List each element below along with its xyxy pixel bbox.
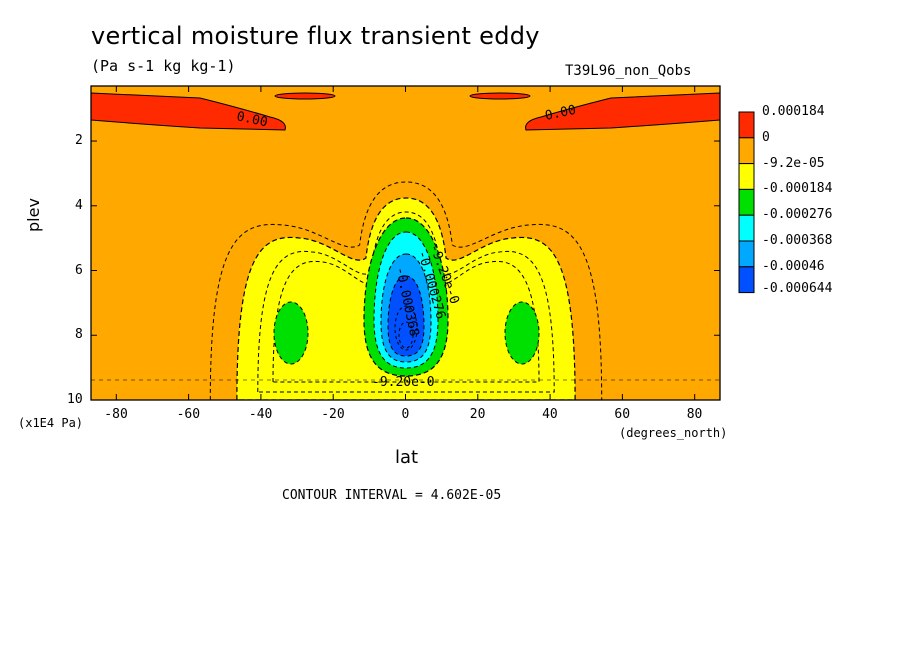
- contour-label: -9.20e-0: [372, 375, 435, 390]
- colorbar-label: -0.00046: [762, 258, 825, 274]
- colorbar-swatch: [738, 188, 755, 216]
- y-tick-label: 6: [75, 262, 83, 278]
- colorbar-swatch: [738, 111, 755, 139]
- y-axis-unit: (x1E4 Pa): [18, 416, 84, 430]
- contour-label: 0.00: [235, 109, 269, 130]
- contour-interval-note: CONTOUR INTERVAL = 4.602E-05: [282, 488, 502, 503]
- colorbar-swatch: [738, 137, 755, 165]
- x-tick-label: 80: [686, 407, 703, 422]
- colorbar-swatch: [738, 266, 755, 294]
- y-axis-title: plev: [24, 198, 43, 232]
- y-tick-label: 8: [75, 327, 83, 343]
- core-isoline-6: [398, 321, 414, 349]
- x-axis-title: lat: [395, 447, 419, 468]
- core-isoline-5: [394, 305, 418, 351]
- x-tick-label: -40: [248, 407, 273, 422]
- y-tick-label: 4: [75, 197, 83, 213]
- x-tick-label: 20: [469, 407, 486, 422]
- field-lobe-north: [504, 301, 540, 365]
- colorbar-label: -0.000368: [762, 233, 833, 248]
- colorbar-label: 0.000184: [762, 104, 825, 119]
- field-lobe-south: [273, 301, 309, 365]
- contour-fields: [91, 86, 720, 400]
- colorbar-label: -0.000276: [762, 207, 833, 223]
- colorbar-swatch: [738, 163, 755, 190]
- colorbar-label: -0.000184: [762, 181, 833, 197]
- positive-band-south: [91, 92, 286, 131]
- x-tick-label: 60: [614, 407, 631, 422]
- core-level-4: [387, 275, 425, 357]
- contour-label: 0.00: [544, 103, 578, 124]
- colorbar-swatch: [738, 240, 755, 268]
- x-tick-label: -60: [176, 407, 201, 422]
- x-axis-unit: (degrees_north): [619, 426, 728, 440]
- y-tick-label: 10: [67, 392, 83, 407]
- isoline-outer: [209, 181, 603, 400]
- dataset-label: T39L96_non_Qobs: [565, 63, 692, 79]
- x-tick-label: 0: [401, 407, 410, 422]
- positive-patch-south: [274, 92, 336, 100]
- positive-band-north: [525, 92, 720, 131]
- isoline-inner-2: [272, 221, 540, 383]
- chart-title: vertical moisture flux transient eddy: [91, 22, 540, 50]
- colorbar-swatch: [738, 214, 755, 242]
- y-tick-label: 2: [75, 133, 83, 149]
- x-tick-label: 40: [542, 407, 558, 422]
- positive-patch-north: [469, 92, 531, 100]
- chart-units: (Pa s-1 kg kg-1): [91, 57, 236, 75]
- x-tick-label: -20: [321, 407, 345, 422]
- colorbar-label: -9.2e-05: [762, 155, 825, 171]
- x-tick-label: -80: [104, 407, 128, 422]
- colorbar-label: 0: [762, 129, 770, 145]
- colorbar-label: -0.000644: [762, 280, 833, 296]
- isoline-inner-1: [257, 211, 555, 393]
